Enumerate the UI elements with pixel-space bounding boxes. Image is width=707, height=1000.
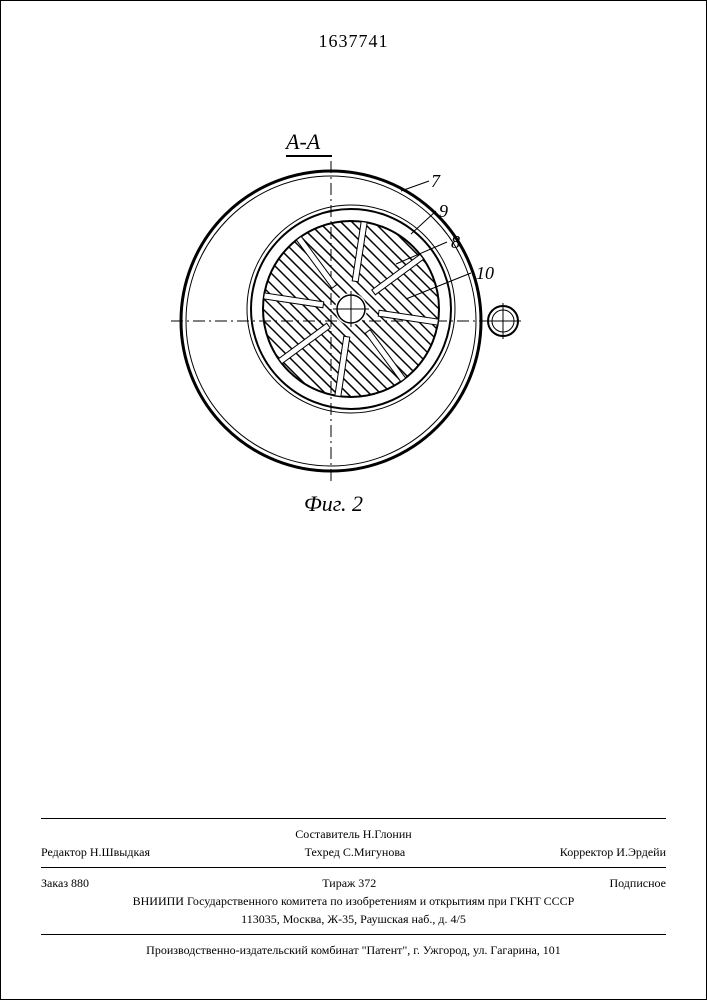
compiler: Составитель Н.Глонин xyxy=(41,825,666,843)
callout-10: 10 xyxy=(476,263,494,284)
callout-8: 8 xyxy=(451,232,460,253)
figure-drawing xyxy=(151,151,551,491)
subscript: Подписное xyxy=(609,874,666,892)
org-line2: 113035, Москва, Ж-35, Раушская наб., д. … xyxy=(41,910,666,928)
editor: Редактор Н.Швыдкая xyxy=(41,843,150,861)
callout-9: 9 xyxy=(439,201,448,222)
order-number: Заказ 880 xyxy=(41,874,89,892)
patent-number: 1637741 xyxy=(1,31,706,52)
techred: Техред С.Мигунова xyxy=(305,843,406,861)
org-line1: ВНИИПИ Государственного комитета по изоб… xyxy=(41,892,666,910)
figure-caption: Фиг. 2 xyxy=(304,491,363,517)
corrector: Корректор И.Эрдейи xyxy=(560,843,666,861)
tirazh: Тираж 372 xyxy=(322,874,376,892)
printer-line: Производственно-издательский комбинат "П… xyxy=(41,941,666,959)
callout-7: 7 xyxy=(431,171,440,192)
footer-block: Составитель Н.Глонин Редактор Н.Швыдкая … xyxy=(41,812,666,959)
page: 1637741 А-А 7 9 8 10 Фиг. 2 Составитель … xyxy=(0,0,707,1000)
